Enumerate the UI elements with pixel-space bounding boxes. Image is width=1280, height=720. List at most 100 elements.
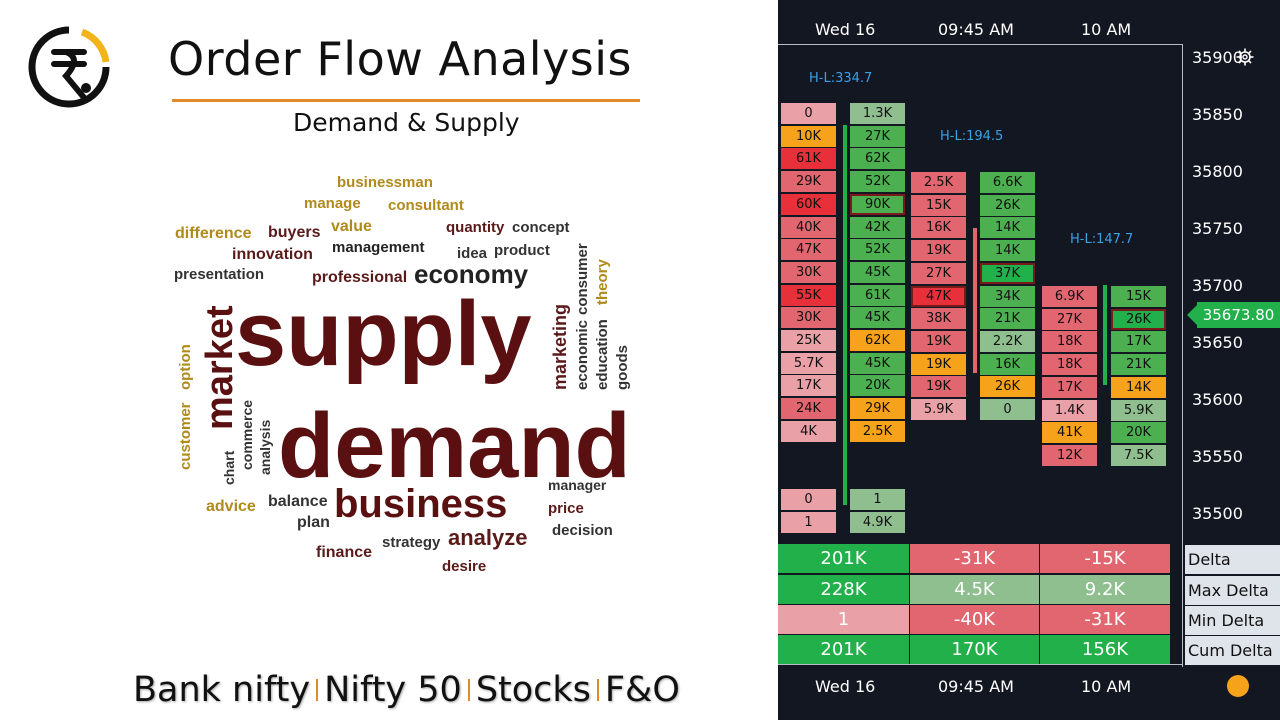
current-price-tag: 35673.80	[1187, 302, 1280, 328]
ask-cell: 17K	[1111, 331, 1166, 353]
word-cloud-image: businessman manage consultant difference…	[160, 165, 640, 585]
brand-logo-icon	[28, 26, 110, 108]
bid-cell: 30K	[781, 307, 836, 329]
wc-business: business	[334, 482, 507, 526]
ask-cell: 15K	[1111, 286, 1166, 307]
ask-cell: 34K	[980, 285, 1035, 307]
bid-cell: 60K	[781, 193, 836, 215]
bid-cell: 18K	[1042, 331, 1097, 353]
bid-cell: 17K	[781, 375, 836, 397]
min-delta-cell: -40K	[910, 605, 1039, 634]
ask-cell: 45K	[850, 307, 905, 329]
cum-delta-label: Cum Delta	[1185, 636, 1280, 665]
min-delta-cell: -31K	[1040, 605, 1170, 634]
bid-cell: 16K	[911, 217, 966, 239]
bid-cell: 18K	[1042, 354, 1097, 376]
footprint-chart[interactable]: Wed 16 09:45 AM 10 AM 35900 35850 35800 …	[778, 0, 1280, 720]
wc-management: management	[332, 239, 425, 256]
wc-price: price	[548, 500, 584, 517]
wc-demand: demand	[278, 395, 631, 497]
wc-consultant: consultant	[388, 197, 464, 214]
cum-delta-cell: 170K	[910, 635, 1039, 664]
hl-label: H-L:147.7	[1070, 232, 1134, 247]
min-delta-label: Min Delta	[1185, 606, 1280, 635]
price-level-label: 35600	[1192, 390, 1243, 409]
bid-cell: 40K	[781, 216, 836, 238]
min-delta-cell: 1	[778, 605, 909, 634]
wc-decision: decision	[552, 522, 613, 539]
delta-cell: 201K	[778, 544, 909, 573]
hl-label: H-L:194.5	[940, 129, 1004, 144]
ask-cell: 1.3K	[850, 103, 905, 124]
time-label-top: 09:45 AM	[938, 20, 1014, 39]
bid-cell: 1.4K	[1042, 399, 1097, 421]
footer-separator	[596, 679, 599, 701]
status-dot-icon[interactable]	[1227, 675, 1249, 697]
hl-label: H-L:334.7	[809, 71, 873, 86]
wc-strategy: strategy	[382, 534, 441, 551]
time-label-bottom: Wed 16	[815, 677, 876, 696]
wc-economic: economic	[574, 320, 591, 390]
ask-cell: 62K	[850, 148, 905, 170]
price-level-label: 35900	[1192, 48, 1243, 67]
cum-delta-cell: 156K	[1040, 635, 1170, 664]
bid-cell: 15K	[911, 194, 966, 216]
ask-cell: 5.9K	[1111, 399, 1166, 421]
wc-businessman: businessman	[337, 174, 433, 191]
bid-cell: 38K	[911, 308, 966, 330]
slide-panel: Order Flow Analysis Demand & Supply busi…	[28, 26, 680, 710]
wc-analyze: analyze	[448, 525, 528, 550]
delta-cell: -31K	[910, 544, 1039, 573]
ask-cell: 21K	[980, 308, 1035, 330]
bid-cell: 30K	[781, 261, 836, 283]
wc-desire: desire	[442, 558, 486, 575]
price-axis-line	[1182, 44, 1183, 542]
bid-cell: 4K	[781, 420, 836, 442]
wc-quantity: quantity	[446, 219, 505, 236]
cum-delta-cell: 201K	[778, 635, 909, 664]
bid-cell: 19K	[911, 353, 966, 375]
price-level-label: 35850	[1192, 105, 1243, 124]
time-label-bottom: 09:45 AM	[938, 677, 1014, 696]
ask-cell: 26K	[980, 194, 1035, 216]
wc-professional: professional	[312, 269, 407, 286]
bid-cell: 29K	[781, 171, 836, 193]
footer-separator	[316, 679, 319, 701]
wc-goods: goods	[614, 345, 631, 390]
bid-cell: 27K	[911, 262, 966, 284]
bid-cell: 5.9K	[911, 399, 966, 420]
candle-wick	[843, 125, 847, 505]
bid-cell: 12K	[1042, 444, 1097, 466]
max-delta-row: 228K 4.5K 9.2K	[778, 575, 1173, 605]
ask-cell: 1	[850, 488, 905, 510]
ask-cell: 52K	[850, 171, 905, 193]
ask-cell: 14K	[1111, 376, 1166, 398]
wc-commerce: commerce	[239, 400, 255, 470]
ask-cell: 26K	[980, 376, 1035, 398]
ask-cell: 0	[980, 399, 1035, 420]
time-label-bottom: 10 AM	[1081, 677, 1132, 696]
delta-cell: -15K	[1040, 544, 1170, 573]
ask-cell: 45K	[850, 261, 905, 283]
ask-cell: 62K	[850, 330, 905, 351]
wc-economy: economy	[414, 259, 529, 289]
cum-delta-row: 201K 170K 156K	[778, 635, 1173, 665]
min-delta-row: 1 -40K -31K	[778, 605, 1173, 635]
wc-customer: customer	[177, 402, 194, 470]
price-axis-line	[1182, 542, 1183, 667]
ask-cell: 37K	[980, 262, 1035, 284]
price-level-label: 35550	[1192, 447, 1243, 466]
bid-cell: 41K	[1042, 422, 1097, 444]
ask-cell: 42K	[850, 216, 905, 238]
ask-cell: 14K	[980, 240, 1035, 262]
wc-analysis: analysis	[257, 420, 273, 475]
wc-marketing: marketing	[550, 304, 570, 390]
wc-presentation: presentation	[174, 266, 264, 283]
footer-item-bank-nifty: Bank nifty	[133, 670, 311, 710]
wc-innovation: innovation	[232, 246, 313, 263]
settings-gear-icon[interactable]	[1236, 48, 1254, 66]
ask-cell: 16K	[980, 353, 1035, 375]
ask-cell: 14K	[980, 217, 1035, 239]
ask-cell: 2.2K	[980, 330, 1035, 352]
wc-idea: idea	[457, 245, 488, 262]
